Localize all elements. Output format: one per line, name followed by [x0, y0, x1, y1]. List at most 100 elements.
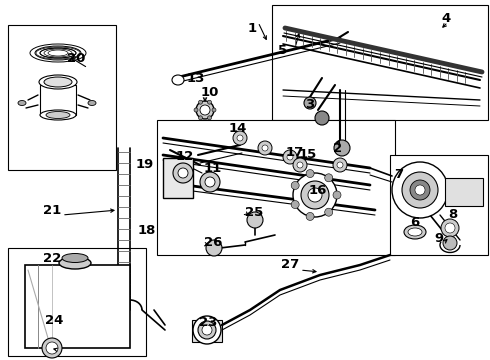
Ellipse shape — [46, 112, 70, 118]
Circle shape — [237, 135, 243, 141]
Circle shape — [304, 97, 316, 109]
Text: 15: 15 — [299, 148, 317, 162]
Circle shape — [200, 105, 210, 115]
Circle shape — [306, 212, 314, 220]
Circle shape — [207, 100, 212, 104]
Bar — [163, 158, 193, 198]
Text: 4: 4 — [441, 12, 451, 24]
Circle shape — [333, 158, 347, 172]
Text: 17: 17 — [286, 145, 304, 158]
Circle shape — [233, 131, 247, 145]
Circle shape — [178, 168, 188, 178]
Ellipse shape — [59, 257, 91, 269]
Circle shape — [402, 172, 438, 208]
Ellipse shape — [88, 100, 96, 105]
Circle shape — [206, 240, 222, 256]
Ellipse shape — [30, 44, 86, 62]
Circle shape — [283, 150, 297, 164]
Ellipse shape — [40, 110, 76, 120]
Circle shape — [291, 201, 299, 208]
Bar — [157, 120, 395, 255]
Circle shape — [443, 236, 457, 250]
Circle shape — [306, 170, 314, 177]
Text: 16: 16 — [309, 184, 327, 197]
Text: 23: 23 — [199, 316, 217, 329]
Text: 12: 12 — [176, 150, 194, 163]
Circle shape — [258, 141, 272, 155]
Circle shape — [297, 162, 303, 168]
Circle shape — [325, 208, 333, 216]
Text: 11: 11 — [204, 162, 222, 175]
Circle shape — [291, 181, 299, 189]
Circle shape — [301, 181, 329, 209]
Circle shape — [42, 338, 62, 358]
Circle shape — [200, 172, 220, 192]
Text: 14: 14 — [229, 122, 247, 135]
Text: 3: 3 — [305, 99, 315, 112]
Circle shape — [333, 191, 341, 199]
Text: 18: 18 — [138, 224, 156, 237]
Text: 27: 27 — [281, 258, 299, 271]
Circle shape — [392, 162, 448, 218]
Text: 25: 25 — [245, 207, 263, 220]
Circle shape — [293, 173, 337, 217]
Bar — [8, 25, 116, 170]
Text: 20: 20 — [67, 51, 85, 64]
Circle shape — [287, 154, 293, 160]
Ellipse shape — [62, 253, 88, 262]
Circle shape — [293, 158, 307, 172]
Ellipse shape — [44, 77, 72, 87]
Circle shape — [247, 212, 263, 228]
Circle shape — [196, 101, 214, 119]
Circle shape — [193, 316, 221, 344]
Circle shape — [205, 177, 215, 187]
Circle shape — [334, 140, 350, 156]
Ellipse shape — [408, 228, 422, 236]
Circle shape — [410, 180, 430, 200]
Ellipse shape — [172, 75, 184, 85]
Ellipse shape — [35, 46, 81, 60]
Text: 19: 19 — [136, 158, 154, 171]
Text: 13: 13 — [187, 72, 205, 85]
Text: 1: 1 — [247, 22, 257, 35]
Text: 26: 26 — [204, 237, 222, 249]
Bar — [8, 248, 146, 356]
Text: 22: 22 — [43, 252, 61, 265]
Ellipse shape — [404, 225, 426, 239]
Text: 21: 21 — [43, 203, 61, 216]
Text: 24: 24 — [45, 314, 63, 327]
Text: 9: 9 — [435, 231, 443, 244]
Circle shape — [308, 188, 322, 202]
Circle shape — [207, 116, 212, 120]
Circle shape — [441, 219, 459, 237]
Circle shape — [173, 163, 193, 183]
Circle shape — [262, 145, 268, 151]
Ellipse shape — [39, 75, 77, 89]
Text: 6: 6 — [411, 216, 419, 229]
Circle shape — [198, 116, 202, 120]
Circle shape — [194, 108, 198, 112]
Circle shape — [415, 185, 425, 195]
Circle shape — [315, 111, 329, 125]
Circle shape — [202, 325, 212, 335]
Bar — [272, 5, 488, 120]
Bar — [445, 178, 483, 206]
Bar — [40, 85, 76, 115]
Polygon shape — [25, 265, 130, 348]
Circle shape — [198, 100, 202, 104]
Ellipse shape — [18, 100, 26, 105]
Circle shape — [212, 108, 216, 112]
Text: 7: 7 — [394, 168, 404, 181]
Text: 2: 2 — [333, 141, 343, 154]
Bar — [192, 320, 222, 342]
Circle shape — [445, 223, 455, 233]
Circle shape — [337, 162, 343, 168]
Circle shape — [198, 321, 216, 339]
Circle shape — [46, 342, 58, 354]
Text: 10: 10 — [201, 86, 219, 99]
Ellipse shape — [40, 48, 76, 58]
Bar — [390, 155, 488, 255]
Text: 8: 8 — [448, 208, 458, 221]
Text: 5: 5 — [278, 44, 288, 57]
Circle shape — [325, 174, 333, 182]
